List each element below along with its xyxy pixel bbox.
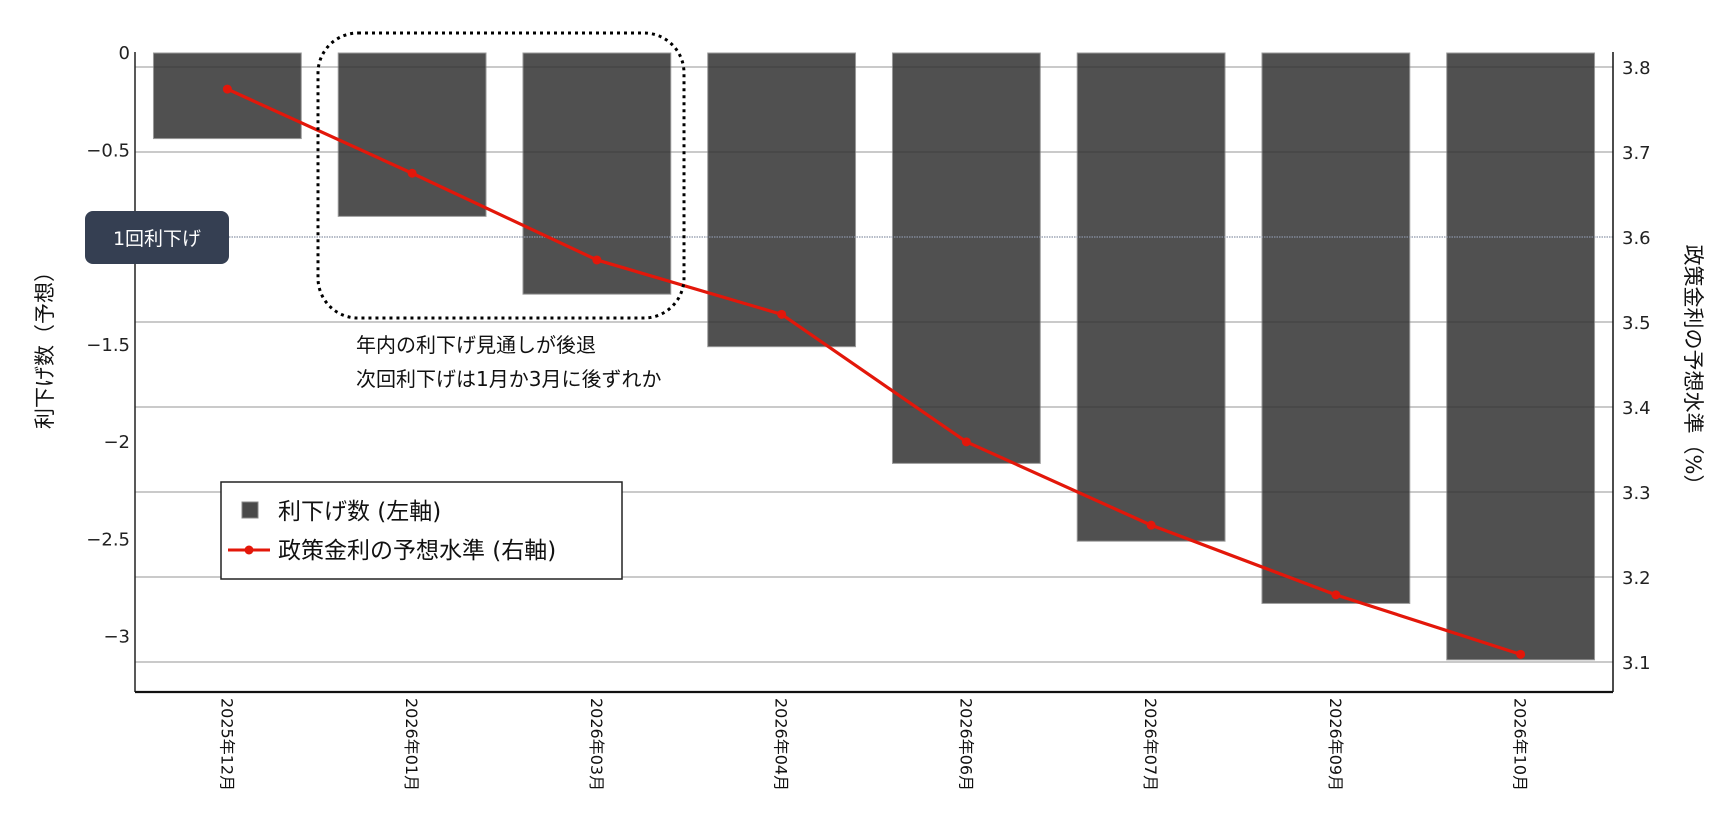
right-tick-label: 3.5 bbox=[1622, 313, 1651, 334]
right-tick-label: 3.3 bbox=[1622, 483, 1651, 504]
bar bbox=[707, 52, 857, 348]
left-tick-label: −3 bbox=[103, 627, 130, 648]
right-axis-title: 政策金利の予想水準（%） bbox=[1681, 245, 1705, 496]
right-tick-label: 3.2 bbox=[1622, 568, 1651, 589]
highlight-box bbox=[316, 31, 686, 320]
x-tick-label: 2026年01月 bbox=[402, 698, 421, 791]
x-tick-label: 2025年12月 bbox=[217, 698, 236, 791]
bar bbox=[1076, 52, 1226, 542]
line-point bbox=[777, 309, 787, 319]
left-tick-label: −2.5 bbox=[86, 529, 130, 550]
line-point bbox=[407, 168, 417, 178]
left-tick-label: −2 bbox=[103, 432, 130, 453]
bar bbox=[337, 52, 487, 217]
x-tick-label: 2026年09月 bbox=[1326, 698, 1345, 791]
x-tick-label: 2026年07月 bbox=[1141, 698, 1160, 791]
bar bbox=[1261, 52, 1411, 604]
right-tick-label: 3.8 bbox=[1622, 58, 1651, 79]
line-point bbox=[592, 255, 602, 265]
reference-label: 1回利下げ bbox=[113, 228, 201, 250]
left-tick-label: −0.5 bbox=[86, 140, 130, 161]
line-point bbox=[1516, 649, 1526, 659]
line-point bbox=[1146, 520, 1156, 530]
line-series bbox=[222, 84, 1526, 659]
x-tick-label: 2026年04月 bbox=[772, 698, 791, 791]
bar bbox=[1446, 52, 1596, 661]
callout-line-2: 次回利下げは1月か3月に後ずれか bbox=[356, 367, 661, 391]
bar bbox=[522, 52, 672, 295]
legend: 利下げ数 (左軸) 政策金利の予想水準 (右軸) bbox=[220, 481, 623, 580]
x-tick-label: 2026年10月 bbox=[1511, 698, 1530, 791]
bar bbox=[891, 52, 1041, 464]
line-point bbox=[961, 437, 971, 447]
legend-label-line: 政策金利の予想水準 (右軸) bbox=[278, 538, 556, 564]
right-tick-label: 3.6 bbox=[1622, 228, 1651, 249]
right-tick-label: 3.7 bbox=[1622, 143, 1651, 164]
bar-series bbox=[135, 52, 1613, 663]
line-dot-icon bbox=[228, 545, 270, 555]
x-tick-label: 2026年03月 bbox=[587, 698, 606, 791]
badge-background bbox=[85, 211, 229, 264]
bar bbox=[152, 52, 302, 140]
reference-badge: 1回利下げ bbox=[85, 211, 229, 264]
x-tick-label: 2026年06月 bbox=[956, 698, 975, 791]
square-icon bbox=[241, 501, 259, 519]
line-point bbox=[1331, 590, 1341, 600]
axes: 0−0.5−1−1.5−2−2.5−33.83.73.63.53.43.33.2… bbox=[86, 43, 1650, 791]
left-axis-title: 利下げ数（予想） bbox=[33, 261, 57, 429]
callout-line-1: 年内の利下げ見通しが後退 bbox=[356, 333, 596, 357]
left-tick-label: 0 bbox=[119, 43, 130, 64]
legend-label-bars: 利下げ数 (左軸) bbox=[278, 499, 441, 525]
callout-annotation: 年内の利下げ見通しが後退 次回利下げは1月か3月に後ずれか bbox=[356, 333, 661, 391]
right-tick-label: 3.4 bbox=[1622, 398, 1651, 419]
left-tick-label: −1.5 bbox=[86, 335, 130, 356]
legend-box bbox=[220, 481, 623, 580]
right-tick-label: 3.1 bbox=[1622, 653, 1651, 674]
line-point bbox=[222, 84, 232, 94]
